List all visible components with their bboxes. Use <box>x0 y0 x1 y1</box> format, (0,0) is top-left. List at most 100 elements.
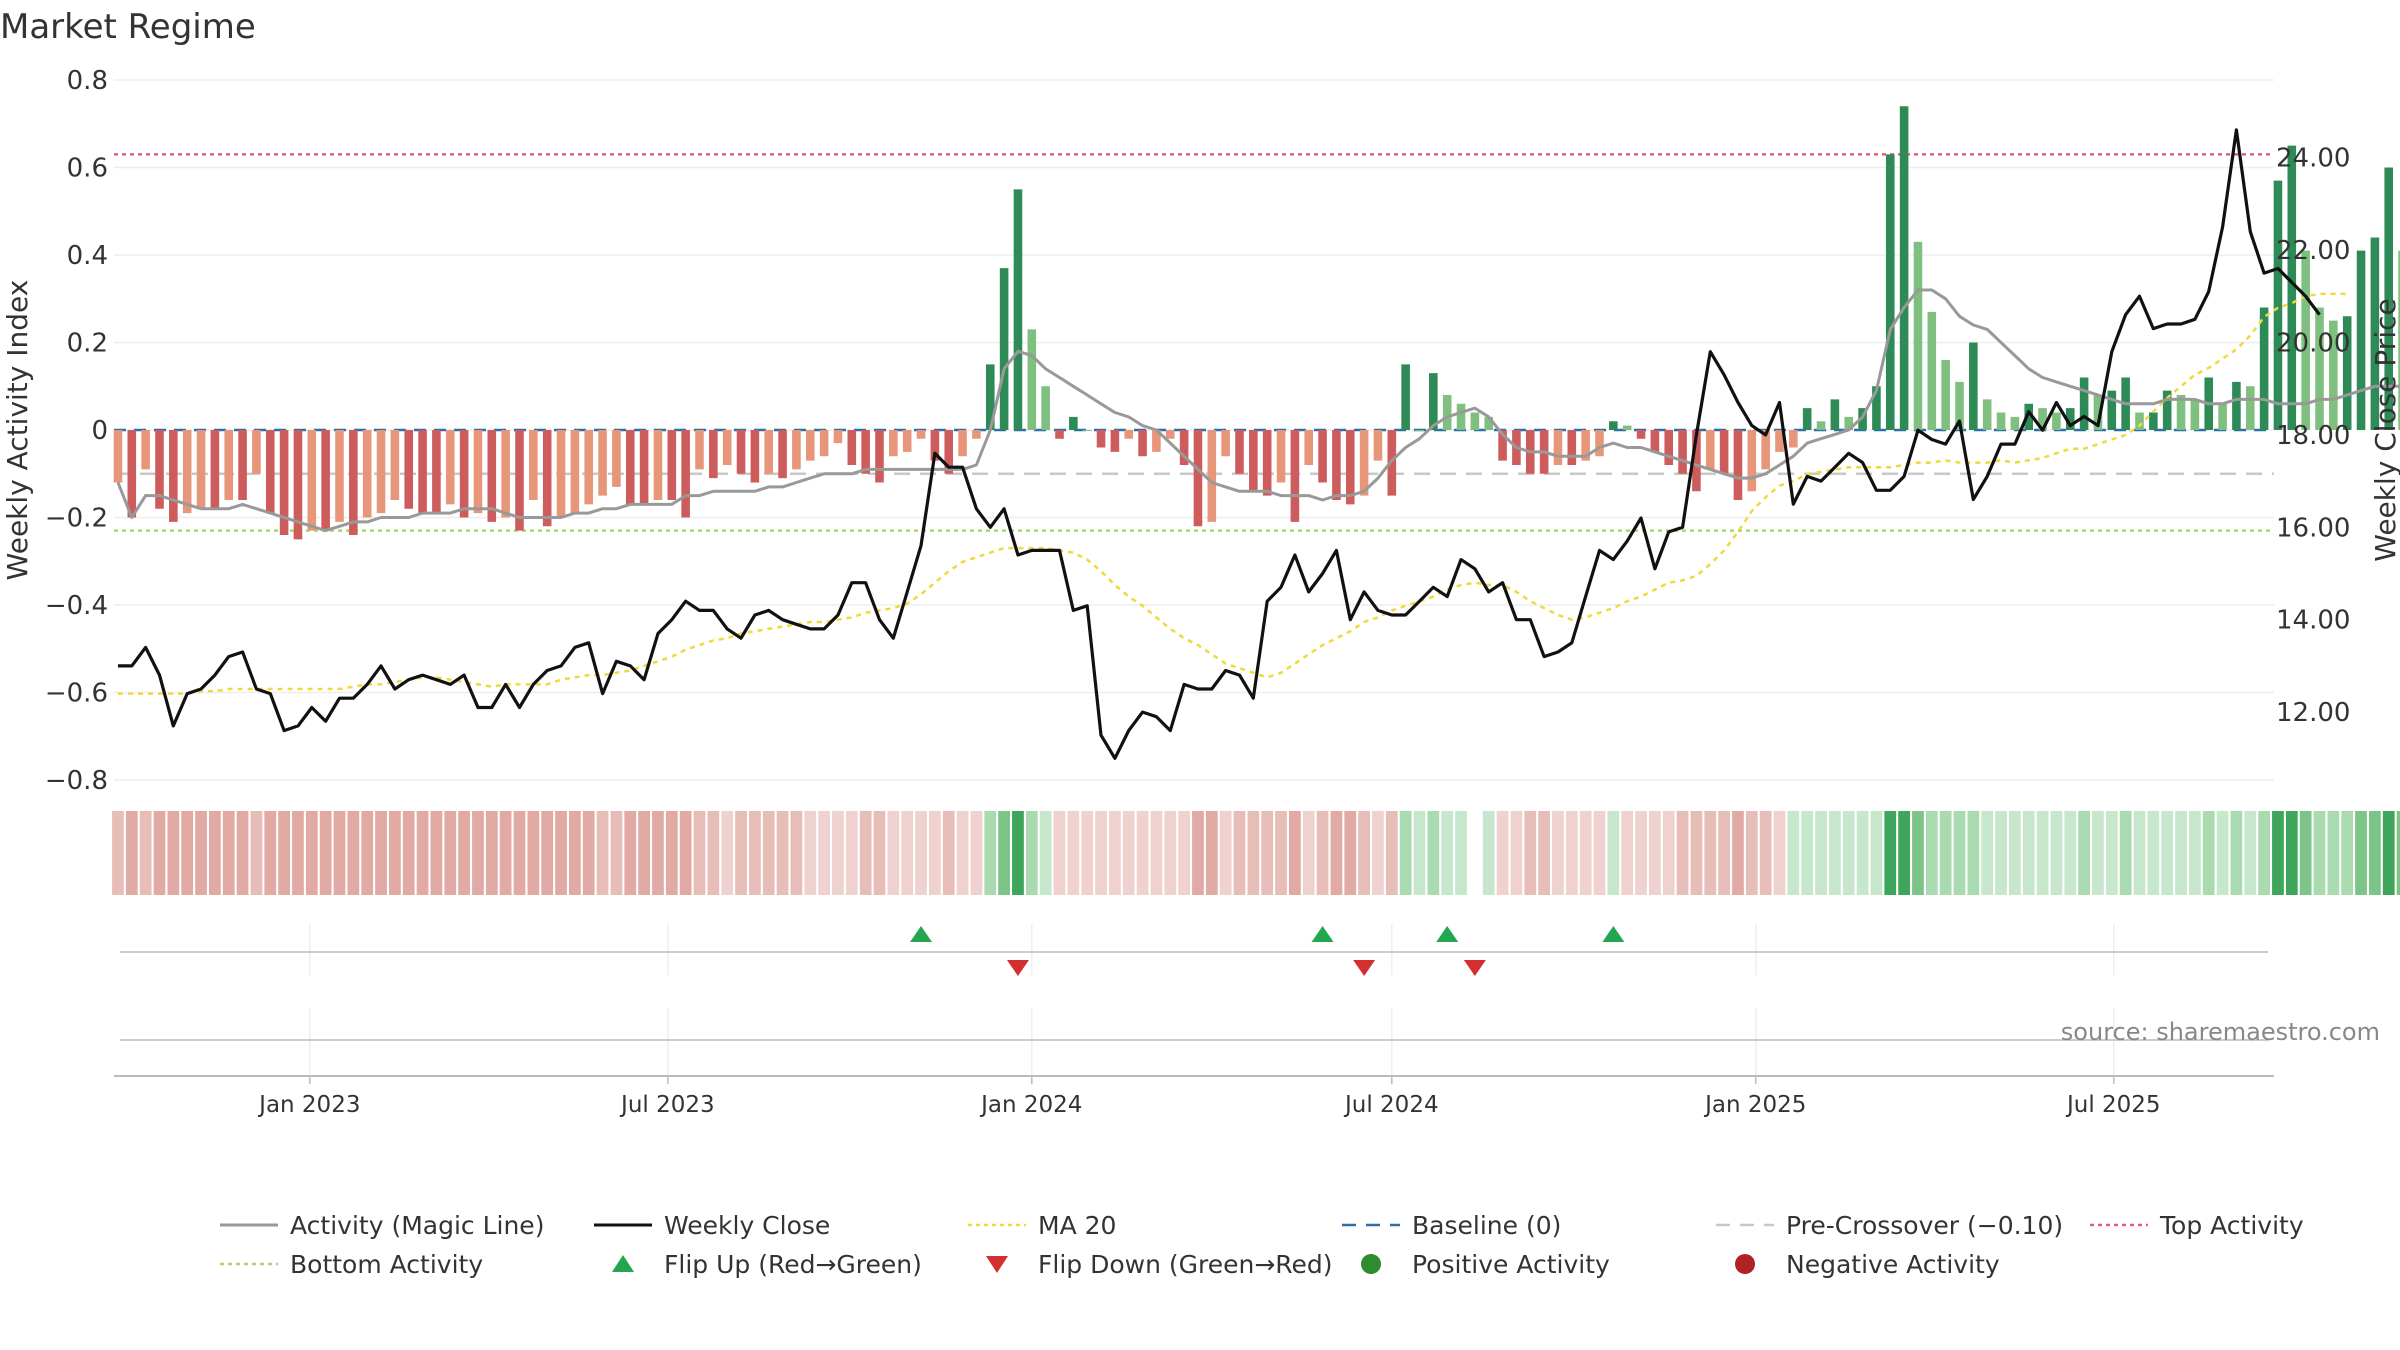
legend-label: Positive Activity <box>1412 1250 1610 1279</box>
activity-bar <box>736 430 746 474</box>
activity-bar <box>1124 430 1134 439</box>
source-note: source: sharemaestro.com <box>2061 1018 2380 1046</box>
flip-down-marker <box>1353 960 1376 976</box>
y-left-tick-label: 0 <box>91 416 108 446</box>
flip-down-marker <box>1463 960 1486 976</box>
activity-bar <box>1041 386 1050 430</box>
regime-cell <box>1233 811 1246 895</box>
regime-cell <box>845 811 858 895</box>
legend-circle-icon <box>1735 1254 1755 1274</box>
y-left-tick-label: 0.8 <box>67 66 108 96</box>
activity-bar <box>1401 364 1410 430</box>
activity-bar <box>529 430 538 500</box>
regime-cell <box>1953 811 1966 895</box>
x-tick-label: Jan 2024 <box>979 1092 1082 1118</box>
activity-bar <box>2273 180 2283 430</box>
x-tick-label: Jul 2024 <box>1343 1092 1439 1118</box>
regime-cell <box>693 811 706 895</box>
activity-bar <box>1553 430 1563 465</box>
activity-bar <box>376 430 386 514</box>
legend-circle-icon <box>1361 1254 1381 1274</box>
activity-bar <box>972 430 981 439</box>
activity-bar <box>321 430 330 531</box>
regime-cell <box>2230 811 2243 895</box>
activity-bar <box>2315 307 2324 430</box>
activity-bar <box>155 430 164 509</box>
activity-bar <box>556 430 566 518</box>
regime-cell <box>1496 811 1509 895</box>
flip-markers <box>910 926 1625 976</box>
activity-bar <box>1249 430 1258 492</box>
activity-bar <box>1359 430 1369 496</box>
activity-bar <box>487 430 497 522</box>
regime-cell <box>1884 811 1897 895</box>
activity-bar <box>141 430 150 470</box>
activity-bar <box>1941 360 1950 430</box>
regime-cell <box>222 811 235 895</box>
activity-bar <box>625 430 635 505</box>
regime-cell <box>2341 811 2354 895</box>
activity-bar <box>653 430 663 500</box>
activity-bar <box>1719 430 1729 474</box>
activity-bar <box>113 430 123 483</box>
activity-bar <box>902 430 912 452</box>
regime-cell <box>2078 811 2090 895</box>
regime-cell <box>2022 811 2035 895</box>
regime-cell <box>1039 811 1052 895</box>
regime-cell <box>1676 811 1689 895</box>
activity-bar <box>1969 342 1978 430</box>
activity-bar <box>805 430 815 461</box>
regime-cell <box>139 811 152 895</box>
x-tick-labels: Jan 2023 Jul 2023 Jan 2024 Jul 2024 Jan 2025… <box>257 1076 2161 1118</box>
activity-bar <box>1470 412 1480 430</box>
regime-cell <box>832 811 844 895</box>
activity-bar <box>1221 430 1230 457</box>
activity-bar <box>1678 430 1687 474</box>
activity-bar <box>459 430 469 518</box>
regime-cell <box>970 811 983 895</box>
regime-cell <box>638 811 650 895</box>
activity-bar <box>265 430 275 514</box>
regime-cell <box>347 811 360 895</box>
activity-bar <box>1872 386 1881 430</box>
regime-cell <box>1219 811 1232 895</box>
regime-cell <box>942 811 955 895</box>
y-left-tick-label: 0.2 <box>67 329 108 359</box>
regime-cell <box>1385 811 1398 895</box>
regime-cell <box>1981 811 1994 895</box>
activity-bar <box>681 430 690 518</box>
regime-cell <box>1012 811 1024 895</box>
regime-cell <box>2258 811 2270 895</box>
activity-bar <box>819 430 829 457</box>
regime-cell <box>458 811 470 895</box>
activity-bar <box>1179 430 1189 465</box>
regime-cell <box>1690 811 1703 895</box>
activity-bar <box>1096 430 1106 448</box>
regime-cell <box>901 811 914 895</box>
regime-cell <box>2272 811 2284 895</box>
activity-bar <box>2329 320 2338 430</box>
activity-bar <box>1664 430 1674 465</box>
activity-bar <box>695 430 704 470</box>
legend-label: Baseline (0) <box>1412 1211 1561 1240</box>
regime-cell <box>527 811 540 895</box>
regime-cell <box>1081 811 1094 895</box>
activity-bar <box>2190 399 2200 430</box>
regime-cell <box>153 811 166 895</box>
activity-bar <box>1318 430 1327 483</box>
activity-bar <box>1373 430 1383 461</box>
regime-cell <box>2119 811 2132 895</box>
regime-cell <box>928 811 941 895</box>
regime-cell <box>236 811 249 895</box>
regime-cell <box>555 811 567 895</box>
regime-cell <box>1316 811 1329 895</box>
activity-bar <box>127 430 137 518</box>
regime-cell <box>1427 811 1440 895</box>
regime-cell <box>388 811 401 895</box>
flip-down-marker <box>1006 960 1029 976</box>
activity-bar <box>1692 430 1701 492</box>
regime-strip <box>112 811 2400 895</box>
activity-bar <box>210 430 220 509</box>
regime-cell <box>361 811 374 895</box>
activity-bar <box>515 430 524 531</box>
